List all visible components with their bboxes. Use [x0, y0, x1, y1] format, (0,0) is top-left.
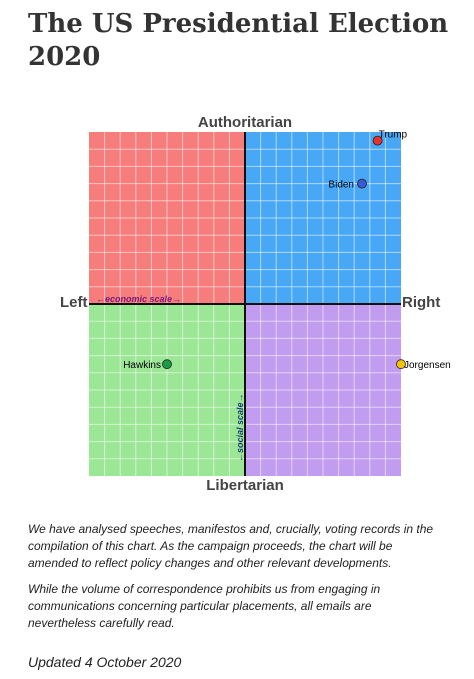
updated-date: Updated 4 October 2020: [28, 654, 182, 670]
axis-label-right: Right: [402, 294, 440, 311]
compass-svg: Authoritarian Libertarian Left Right ←ec…: [60, 114, 451, 494]
axis-label-left: Left: [60, 294, 88, 311]
point-label-hawkins: Hawkins: [123, 360, 161, 371]
description-paragraph-2: While the volume of correspondence prohi…: [28, 582, 381, 630]
axis-label-top: Authoritarian: [198, 114, 292, 131]
political-compass-chart: Authoritarian Libertarian Left Right ←ec…: [60, 114, 451, 494]
economic-scale-label: ←economic scale→: [96, 294, 181, 304]
main-axes: [89, 132, 401, 476]
axis-label-bottom: Libertarian: [206, 477, 284, 494]
points-layer: Trump Biden Hawkins Jorgensen: [123, 130, 451, 372]
description-paragraph-1: We have analysed speeches, manifestos an…: [28, 522, 434, 570]
page-title: The US Presidential Election 2020: [28, 9, 449, 72]
point-biden: [357, 178, 367, 189]
point-trump: [372, 135, 383, 146]
point-hawkins: [162, 359, 172, 370]
social-scale-label: ←social scale→: [235, 393, 245, 462]
point-label-trump: Trump: [379, 130, 408, 141]
point-label-jorgensen: Jorgensen: [404, 360, 451, 371]
point-label-biden: Biden: [328, 180, 354, 191]
chart-description: We have analysed speeches, manifestos an…: [28, 521, 438, 641]
point-jorgensen: [396, 359, 406, 370]
